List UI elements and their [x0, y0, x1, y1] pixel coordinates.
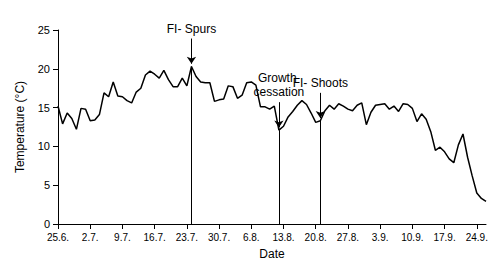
svg-text:0: 0: [44, 218, 50, 230]
svg-text:2.7.: 2.7.: [82, 232, 99, 243]
svg-text:23.7.: 23.7.: [176, 232, 198, 243]
svg-text:20.8.: 20.8.: [305, 232, 327, 243]
svg-text:6.8.: 6.8.: [243, 232, 260, 243]
svg-text:20: 20: [38, 63, 50, 75]
svg-text:3.9.: 3.9.: [372, 232, 389, 243]
svg-text:10: 10: [38, 140, 50, 152]
svg-text:25.6.: 25.6.: [47, 232, 69, 243]
svg-text:17.9.: 17.9.: [433, 232, 455, 243]
svg-text:10.9.: 10.9.: [401, 232, 423, 243]
svg-text:27.8.: 27.8.: [337, 232, 359, 243]
svg-text:Growth: Growth: [257, 71, 300, 86]
svg-text:FI- Shoots: FI- Shoots: [293, 76, 348, 90]
svg-text:25: 25: [38, 24, 50, 36]
svg-text:30.7.: 30.7.: [208, 232, 230, 243]
svg-text:15: 15: [38, 102, 50, 114]
svg-text:Date: Date: [259, 247, 285, 261]
svg-text:13.8.: 13.8.: [272, 232, 294, 243]
svg-text:FI- Spurs: FI- Spurs: [167, 22, 216, 36]
svg-text:Temperature (°C): Temperature (°C): [13, 81, 27, 173]
svg-text:5: 5: [44, 179, 50, 191]
svg-text:24.9.: 24.9.: [466, 232, 488, 243]
svg-text:9.7.: 9.7.: [114, 232, 131, 243]
svg-text:16.7.: 16.7.: [144, 232, 166, 243]
svg-text:cessation: cessation: [253, 85, 305, 100]
